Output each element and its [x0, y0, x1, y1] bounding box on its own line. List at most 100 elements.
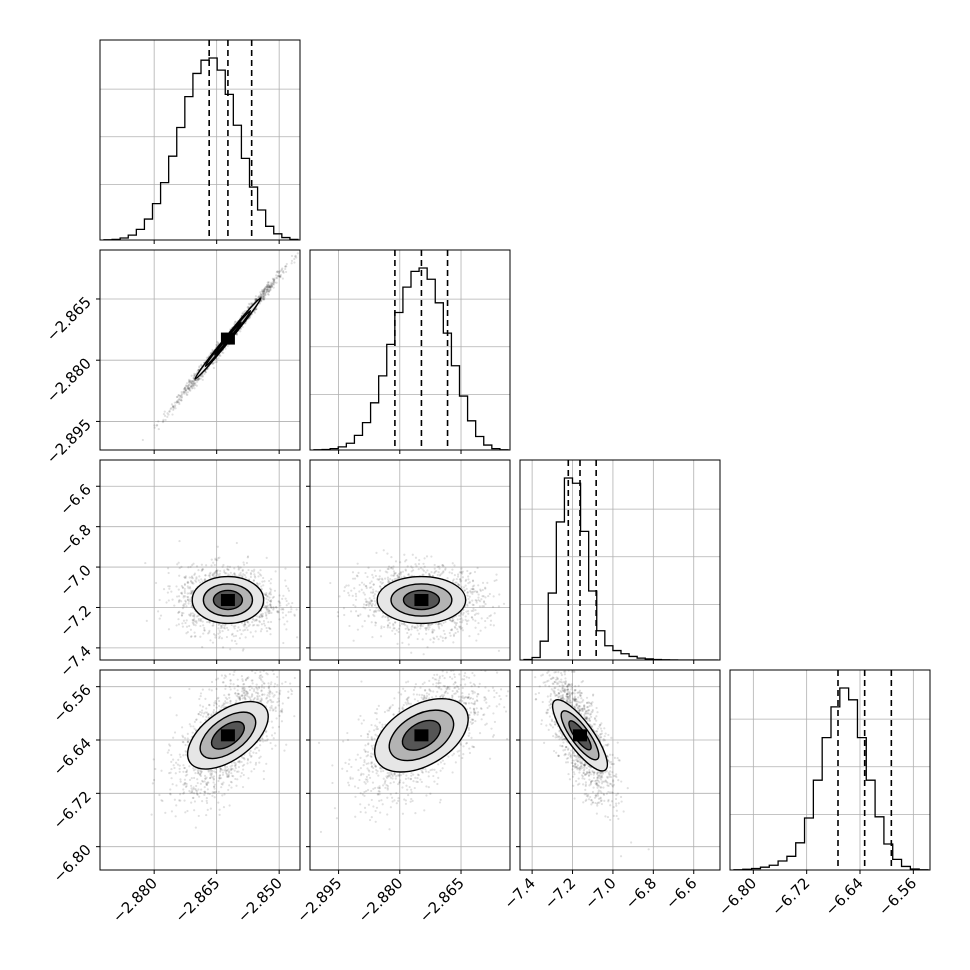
sample-point [284, 267, 287, 271]
sample-point [238, 637, 242, 640]
sample-point [186, 393, 189, 396]
sample-point [183, 589, 186, 593]
sample-point [264, 286, 267, 289]
sample-point [174, 815, 177, 818]
sample-point [189, 614, 192, 618]
sample-point [258, 573, 262, 576]
sample-point [369, 591, 373, 594]
sample-point [216, 342, 220, 346]
sample-point [278, 270, 281, 273]
sample-point [265, 605, 268, 608]
sample-point [413, 626, 417, 630]
sample-point [289, 610, 292, 613]
sample-point [286, 587, 290, 590]
sample-point [167, 413, 170, 416]
sample-point [479, 589, 482, 592]
sample-point [422, 573, 425, 576]
sample-point [470, 609, 473, 613]
sample-point [233, 573, 236, 576]
sample-point [550, 618, 552, 620]
sample-point [281, 270, 284, 274]
sample-point [195, 576, 198, 579]
sample-point [254, 295, 257, 298]
sample-point [215, 360, 218, 363]
sample-point [200, 569, 203, 572]
sample-point [168, 587, 171, 590]
sample-point [264, 604, 267, 608]
sample-point [259, 574, 263, 577]
sample-point [371, 591, 374, 595]
sample-point [471, 585, 474, 588]
sample-point [214, 634, 217, 637]
sample-point [242, 648, 245, 651]
sample-point [414, 556, 418, 559]
sample-point [461, 570, 464, 573]
sample-point [380, 577, 384, 580]
sample-point [171, 598, 174, 601]
sample-point [278, 594, 281, 597]
sample-point [279, 604, 282, 607]
sample-point [374, 610, 378, 613]
sample-point [453, 621, 456, 624]
sample-point [226, 344, 229, 348]
sample-point [369, 599, 372, 602]
sample-point [175, 595, 179, 598]
sample-point [417, 568, 420, 571]
sample-point [379, 635, 383, 638]
sample-point [430, 555, 433, 558]
sample-point [462, 586, 466, 589]
sample-point [262, 295, 265, 299]
sample-point [472, 609, 475, 612]
sample-point [183, 591, 187, 594]
sample-point [182, 390, 185, 393]
sample-point [174, 407, 177, 410]
sample-point [190, 590, 193, 594]
sample-point [265, 593, 268, 596]
sample-point [248, 316, 252, 319]
sample-point [199, 377, 202, 380]
sample-point [234, 320, 237, 323]
sample-point [442, 621, 445, 625]
sample-point [453, 625, 456, 628]
density-peak [220, 594, 235, 606]
sample-point [455, 577, 458, 581]
sample-point [404, 627, 407, 630]
sample-point [271, 277, 275, 280]
sample-point [472, 607, 475, 610]
sample-point [229, 682, 232, 685]
sample-point [185, 393, 188, 396]
sample-point [269, 285, 272, 288]
sample-point [262, 622, 266, 625]
axes-frame [99, 249, 301, 451]
sample-point [264, 294, 267, 297]
sample-point [246, 306, 249, 309]
sample-point [484, 603, 487, 606]
sample-point [239, 574, 242, 577]
sample-point [398, 572, 401, 575]
sample-point [358, 590, 361, 593]
sample-point [252, 618, 255, 621]
sample-point [197, 614, 200, 618]
sample-point [212, 366, 215, 370]
sample-point [191, 381, 194, 384]
sample-point [266, 292, 270, 296]
sample-point [203, 578, 207, 581]
sample-point [419, 567, 423, 570]
panel-1-0 [100, 250, 300, 450]
sample-point [273, 277, 276, 280]
sample-point [492, 624, 495, 627]
sample-point [249, 575, 253, 579]
sample-point [232, 625, 235, 628]
sample-point [387, 580, 390, 583]
sample-point [230, 639, 234, 642]
sample-point [489, 614, 492, 617]
sample-point [410, 570, 413, 573]
sample-point [438, 567, 441, 570]
sample-point [180, 399, 183, 402]
sample-point [455, 581, 458, 584]
axes-frame [309, 459, 511, 661]
sample-point [268, 591, 271, 595]
sample-point [242, 629, 245, 632]
sample-point [266, 288, 269, 291]
sample-point [184, 389, 188, 392]
